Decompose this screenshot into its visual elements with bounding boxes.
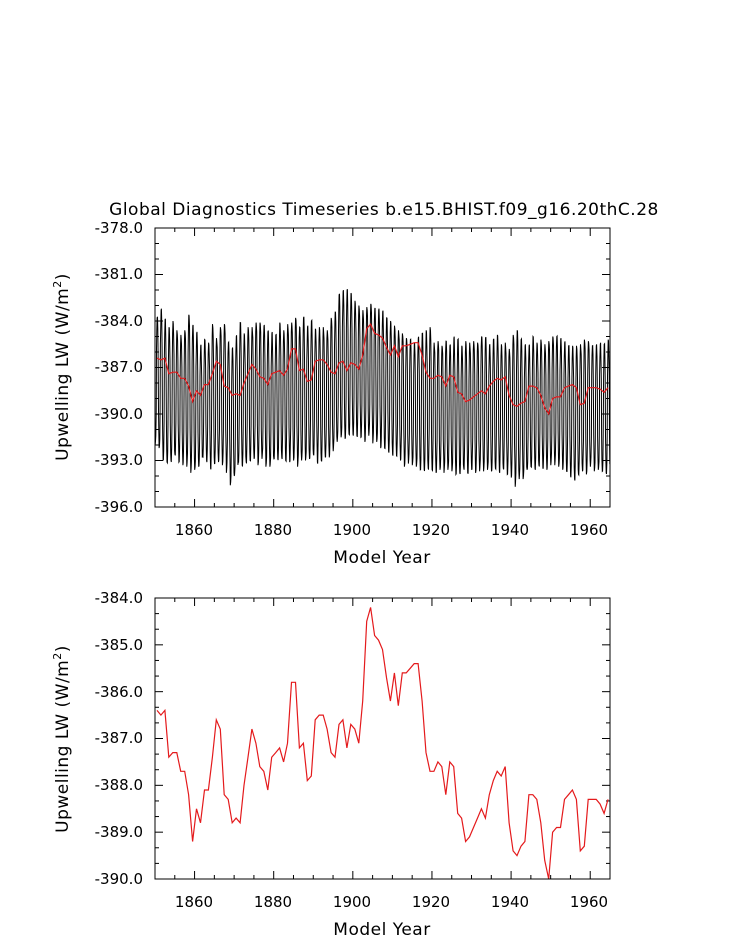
top-xtick-label: 1860	[175, 521, 213, 539]
chart-title: Global Diagnostics Timeseries b.e15.BHIS…	[109, 200, 659, 220]
top-ytick-label: -387.0	[95, 358, 143, 376]
top-ytick-label: -384.0	[95, 312, 143, 330]
bottom-ytick-label: -385.0	[95, 636, 143, 654]
top-xtick-label: 1920	[412, 521, 450, 539]
bottom-series-annual	[156, 607, 609, 880]
top-xtick-label: 1900	[333, 521, 371, 539]
bottom-plot-frame	[154, 597, 611, 880]
panel-top: -378.0 -381.0 -384.0 -387.0 -390.0 -393.…	[51, 219, 611, 568]
bottom-annual-mean-line	[156, 607, 609, 880]
top-plot-frame	[154, 227, 611, 508]
bottom-xtick-label: 1960	[570, 893, 608, 911]
bottom-ytick-label: -384.0	[95, 589, 143, 607]
bottom-xtick-label: 1940	[491, 893, 529, 911]
top-x-axis-title: Model Year	[333, 548, 430, 568]
top-ytick-label: -393.0	[95, 451, 143, 469]
top-y-axis-title: Upwelling LW (W/m2)	[51, 273, 73, 461]
top-xtick-label: 1880	[254, 521, 292, 539]
bottom-ytick-label: -386.0	[95, 683, 143, 701]
bottom-ytick-label: -387.0	[95, 729, 143, 747]
bottom-xtick-label: 1900	[333, 893, 371, 911]
top-ytick-label: -381.0	[95, 265, 143, 283]
top-ytick-label: -378.0	[95, 219, 143, 237]
bottom-y-axis-title: Upwelling LW (W/m2)	[51, 645, 73, 833]
bottom-xtick-label: 1880	[254, 893, 292, 911]
bottom-ytick-label: -389.0	[95, 823, 143, 841]
bottom-xtick-label: 1860	[175, 893, 213, 911]
bottom-ytick-label: -388.0	[95, 776, 143, 794]
bottom-ytick-label: -390.0	[95, 870, 143, 888]
top-series-monthly	[154, 289, 611, 487]
top-ytick-label: -390.0	[95, 405, 143, 423]
top-series-annual	[156, 322, 609, 416]
top-monthly-line	[154, 289, 611, 487]
bottom-x-axis-title: Model Year	[333, 920, 430, 940]
top-ytick-label: -396.0	[95, 498, 143, 516]
top-annual-mean-line	[156, 322, 609, 416]
bottom-xtick-label: 1920	[412, 893, 450, 911]
panel-bottom: -384.0 -385.0 -386.0 -387.0 -388.0 -389.…	[51, 589, 611, 940]
top-xtick-label: 1960	[570, 521, 608, 539]
top-xtick-label: 1940	[491, 521, 529, 539]
